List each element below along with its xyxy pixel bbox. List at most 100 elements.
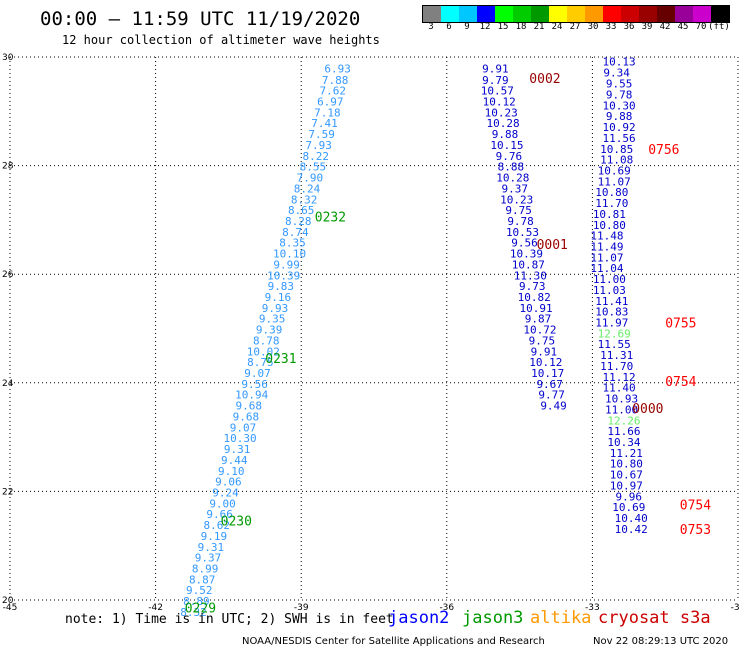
legend-label: 15 (497, 22, 509, 32)
wave-height-value: 9.75 (505, 204, 532, 217)
wave-height-value: 9.07 (244, 367, 271, 380)
wave-height-value: 11.70 (600, 360, 633, 373)
wave-height-value: 10.80 (593, 219, 626, 232)
map-canvas: -45-42-39-36-33-302022242628306.937.887.… (2, 53, 740, 619)
pass-time-label: 0754 (680, 498, 711, 513)
wave-height-value: 9.24 (212, 486, 239, 499)
wave-height-value: 11.07 (590, 251, 623, 264)
legend-swatch (711, 6, 729, 22)
legend-label: 21 (533, 22, 545, 32)
wave-height-value: 10.82 (518, 291, 551, 304)
wave-height-value: 10.23 (500, 193, 533, 206)
wave-height-value: 11.00 (605, 403, 638, 416)
legend-label: 18 (515, 22, 527, 32)
wave-height-value: 10.93 (605, 393, 638, 406)
wave-height-value: 10.57 (481, 85, 514, 98)
wave-height-value: 11.21 (610, 447, 643, 460)
wave-height-value: 9.56 (241, 378, 268, 391)
wave-height-value: 11.41 (595, 295, 628, 308)
wave-height-value: 10.85 (600, 143, 633, 156)
wave-height-value: 10.34 (607, 436, 640, 449)
wave-height-value: 9.68 (233, 410, 260, 423)
wave-height-value: 10.39 (267, 269, 300, 282)
wave-height-value: 10.91 (520, 302, 553, 315)
legend-swatch (603, 6, 621, 22)
wave-height-value: 9.88 (492, 128, 519, 141)
wave-height-value: 11.30 (514, 269, 547, 282)
wave-height-value: 10.80 (595, 186, 628, 199)
legend-label: 33 (605, 22, 617, 32)
wave-height-value: 11.08 (600, 154, 633, 167)
pass-time-label: 0754 (665, 375, 696, 390)
pass-time-label: 0230 (221, 515, 252, 530)
legend-swatch (495, 6, 513, 22)
wave-height-value: 10.87 (512, 258, 545, 271)
legend-label: 3 (428, 22, 434, 32)
pass-time-label: 0753 (680, 523, 711, 538)
wave-height-value: 10.92 (603, 121, 636, 134)
wave-height-value: 11.55 (598, 338, 631, 351)
wave-height-value: 7.18 (314, 106, 341, 119)
wave-height-value: 9.99 (273, 258, 300, 271)
wave-height-value: 10.28 (496, 172, 529, 185)
wave-height-value: 9.10 (218, 465, 245, 478)
legend-label: 27 (569, 22, 581, 32)
wave-height-value: 10.30 (603, 99, 636, 112)
x-tick-label: -36 (439, 603, 454, 613)
wave-height-value: 9.35 (259, 313, 286, 326)
credit-line: NOAA/NESDIS Center for Satellite Applica… (242, 636, 545, 647)
y-tick-label: 28 (2, 162, 14, 172)
wave-height-value: 9.31 (198, 541, 225, 554)
wave-height-value: 9.31 (224, 443, 251, 456)
wave-height-value: 8.35 (279, 237, 306, 250)
x-tick-label: -30 (731, 603, 740, 613)
wave-height-value: 11.31 (600, 349, 633, 362)
wave-height-value: 10.39 (510, 248, 543, 261)
legend-swatch (459, 6, 477, 22)
wave-height-value: 9.73 (519, 280, 546, 293)
legend-swatch (621, 6, 639, 22)
pass-time-label: 0232 (315, 211, 346, 226)
wave-height-value: 7.88 (322, 74, 349, 87)
legend-label: (ft) (708, 22, 730, 32)
wave-height-value: 7.62 (319, 85, 346, 98)
x-tick-label: -45 (3, 603, 18, 613)
wave-height-value: 10.67 (610, 469, 643, 482)
wave-height-value: 11.00 (593, 273, 626, 286)
legend-label: 70 (695, 22, 707, 32)
x-tick-label: -33 (585, 603, 600, 613)
wave-height-value: 8.65 (288, 204, 315, 217)
wave-height-value: 8.99 (192, 563, 219, 576)
wave-height-value: 11.48 (590, 230, 623, 243)
legend-jason3: jason3 (462, 608, 524, 628)
wave-height-value: 9.91 (531, 345, 558, 358)
wave-height-value: 9.88 (606, 110, 633, 123)
wave-height-value: 10.97 (610, 479, 643, 492)
wave-height-value: 10.28 (487, 117, 520, 130)
legend-label: 36 (623, 22, 635, 32)
wave-height-value: 11.12 (603, 371, 636, 384)
y-tick-label: 20 (2, 596, 14, 606)
wave-height-value: 7.59 (308, 128, 335, 141)
wave-height-value: 9.07 (230, 421, 257, 434)
legend-swatch (675, 6, 693, 22)
wave-height-value: 10.23 (485, 106, 518, 119)
wave-height-value: 8.24 (294, 182, 321, 195)
wave-height-value: 10.80 (610, 458, 643, 471)
legend-swatch (639, 6, 657, 22)
wave-height-value: 9.37 (195, 552, 222, 565)
legend-label: 42 (659, 22, 671, 32)
wave-height-value: 9.75 (529, 334, 556, 347)
wave-height-value: 9.06 (215, 476, 242, 489)
wave-height-value: 8.75 (247, 356, 274, 369)
y-tick-label: 24 (2, 379, 14, 389)
wave-height-value: 9.76 (496, 150, 523, 163)
generation-timestamp: Nov 22 08:29:13 UTC 2020 (593, 636, 729, 647)
pass-time-label: 0000 (632, 402, 663, 417)
wave-height-value: 9.96 (616, 490, 643, 503)
legend-swatch (567, 6, 585, 22)
wave-height-value: 10.94 (235, 389, 268, 402)
y-tick-label: 22 (2, 487, 13, 497)
wave-height-value: 9.39 (256, 324, 283, 337)
wave-height-value: 8.32 (291, 193, 318, 206)
